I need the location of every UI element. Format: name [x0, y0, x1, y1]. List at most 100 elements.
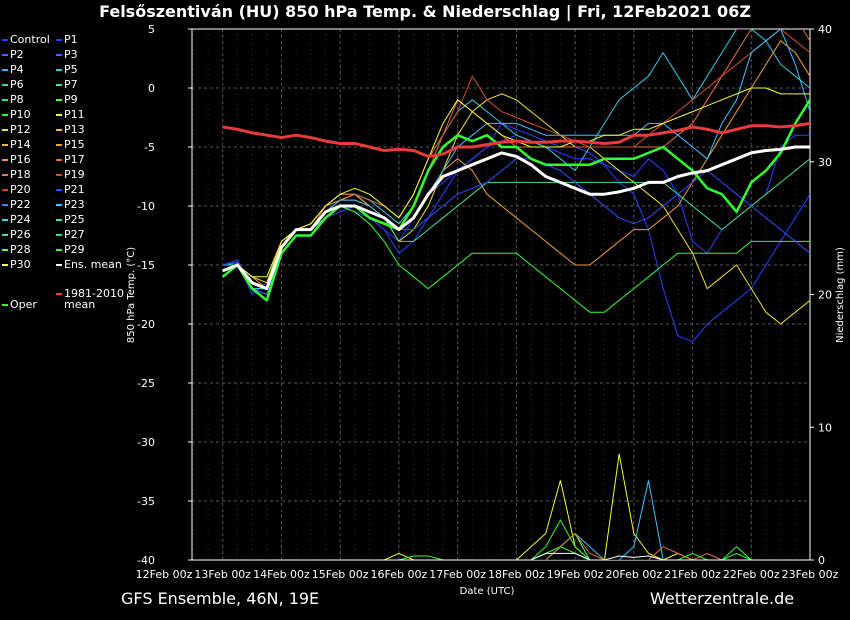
legend-label: P11 — [64, 108, 85, 121]
precip-line-p23 — [222, 480, 810, 560]
y-tick-label: -40 — [137, 554, 155, 567]
x-tick-label: 19Feb 00z — [547, 568, 604, 581]
legend-swatch — [2, 219, 8, 221]
plot-border — [191, 28, 811, 561]
legend-swatch — [56, 219, 62, 221]
series-line-p12 — [222, 93, 810, 325]
legend-label: P4 — [10, 63, 24, 76]
legend-label: P5 — [64, 63, 78, 76]
series-line-p5 — [222, 29, 810, 290]
legend-label: P10 — [10, 108, 31, 121]
precip-line-p28 — [222, 532, 810, 560]
legend-swatch — [2, 84, 8, 86]
y-tick-label: -25 — [137, 377, 155, 390]
legend-label: P12 — [10, 123, 31, 136]
series-line-control — [222, 134, 810, 295]
source-credit: Wetterzentrale.de — [650, 589, 795, 608]
y-tick-label: -30 — [137, 436, 155, 449]
precip-line-p1 — [222, 559, 810, 560]
legend-swatch — [56, 69, 62, 71]
legend-label: P19 — [64, 168, 85, 181]
series-line-1981-2010-mean — [222, 121, 810, 158]
y2-tick-label: 20 — [818, 289, 832, 302]
legend-swatch — [56, 54, 62, 56]
legend: Control P1 P2 P3 P4 P5 P6 P7 P8 P9 P10 P11 P12 P13 P14… — [0, 32, 135, 322]
x-tick-label: 21Feb 00z — [664, 568, 721, 581]
model-info: GFS Ensemble, 46N, 19E — [121, 589, 320, 608]
legend-label: P17 — [64, 153, 85, 166]
legend-swatch — [2, 264, 8, 266]
y2-axis-label: Niederschlag (mm) — [835, 247, 846, 343]
precip-line-ens-mean — [222, 552, 810, 560]
series-line-p15 — [222, 40, 810, 290]
legend-label: 1981-2010 mean — [64, 287, 124, 311]
x-tick-label: 15Feb 00z — [312, 568, 369, 581]
legend-swatch — [56, 39, 62, 41]
legend-swatch — [2, 304, 8, 306]
x-tick-label: 17Feb 00z — [429, 568, 486, 581]
legend-swatch — [56, 189, 62, 191]
y-tick-label: -35 — [137, 495, 155, 508]
precip-line-p17 — [222, 532, 810, 560]
legend-label: P26 — [10, 228, 31, 241]
legend-label: P25 — [64, 213, 85, 226]
legend-label: P30 — [10, 258, 31, 271]
x-tick-label: 12Feb 00z — [136, 568, 193, 581]
temperature-series — [221, 29, 810, 343]
y-tick-label: -5 — [144, 141, 155, 154]
x-tick-label: 20Feb 00z — [605, 568, 662, 581]
legend-swatch — [56, 144, 62, 146]
legend-swatch — [2, 99, 8, 101]
x-tick-label: 22Feb 00z — [723, 568, 780, 581]
legend-swatch — [56, 159, 62, 161]
y2-tick-label: 10 — [818, 421, 832, 434]
precip-line-p29 — [222, 519, 810, 560]
y-tick-label: -15 — [137, 259, 155, 272]
precip-line-p11 — [222, 453, 810, 560]
chart-title: Felsőszentiván (HU) 850 hPa Temp. & Nied… — [99, 2, 751, 21]
x-tick-label: 13Feb 00z — [194, 568, 251, 581]
legend-label: Oper — [10, 298, 37, 311]
y-tick-label: 0 — [148, 82, 155, 95]
legend-swatch — [2, 174, 8, 176]
legend-label: P29 — [64, 243, 85, 256]
x-tick-label: 23Feb 00z — [782, 568, 839, 581]
legend-swatch — [2, 114, 8, 116]
legend-swatch — [2, 54, 8, 56]
legend-label: P15 — [64, 138, 85, 151]
x-tick-label: 18Feb 00z — [488, 568, 545, 581]
legend-swatch — [56, 264, 62, 266]
y2-tick-label: 40 — [818, 23, 832, 36]
legend-swatch — [56, 99, 62, 101]
legend-swatch — [56, 114, 62, 116]
legend-swatch — [56, 249, 62, 251]
legend-label: P16 — [10, 153, 31, 166]
series-line-p11 — [222, 87, 810, 278]
x-tick-label: 16Feb 00z — [371, 568, 428, 581]
legend-swatch — [2, 129, 8, 131]
legend-swatch — [2, 249, 8, 251]
y-tick-label: -10 — [137, 200, 155, 213]
legend-label: P7 — [64, 78, 78, 91]
axes: 5 0 -5 -10 -15 -20 -25 -30 -35 -40 40 30 20 10 0 12Feb … — [126, 23, 846, 597]
legend-swatch — [2, 39, 8, 41]
legend-label: P14 — [10, 138, 31, 151]
series-line-ens-mean — [222, 145, 810, 291]
y-tick-label: 5 — [148, 23, 155, 36]
y-tick-label: -20 — [137, 318, 155, 331]
legend-label: Ens. mean — [64, 258, 122, 271]
legend-swatch — [56, 174, 62, 176]
legend-swatch — [2, 189, 8, 191]
legend-label: P1 — [64, 33, 78, 46]
legend-swatch — [56, 84, 62, 86]
legend-swatch — [56, 129, 62, 131]
series-line-oper — [221, 98, 810, 302]
y2-tick-label: 30 — [818, 156, 832, 169]
legend-swatch — [56, 234, 62, 236]
grid — [192, 28, 810, 561]
y2-tick-label: 0 — [818, 554, 825, 567]
series-line-p1 — [222, 122, 810, 343]
legend-label: P9 — [64, 93, 78, 106]
legend-label: P23 — [64, 198, 85, 211]
